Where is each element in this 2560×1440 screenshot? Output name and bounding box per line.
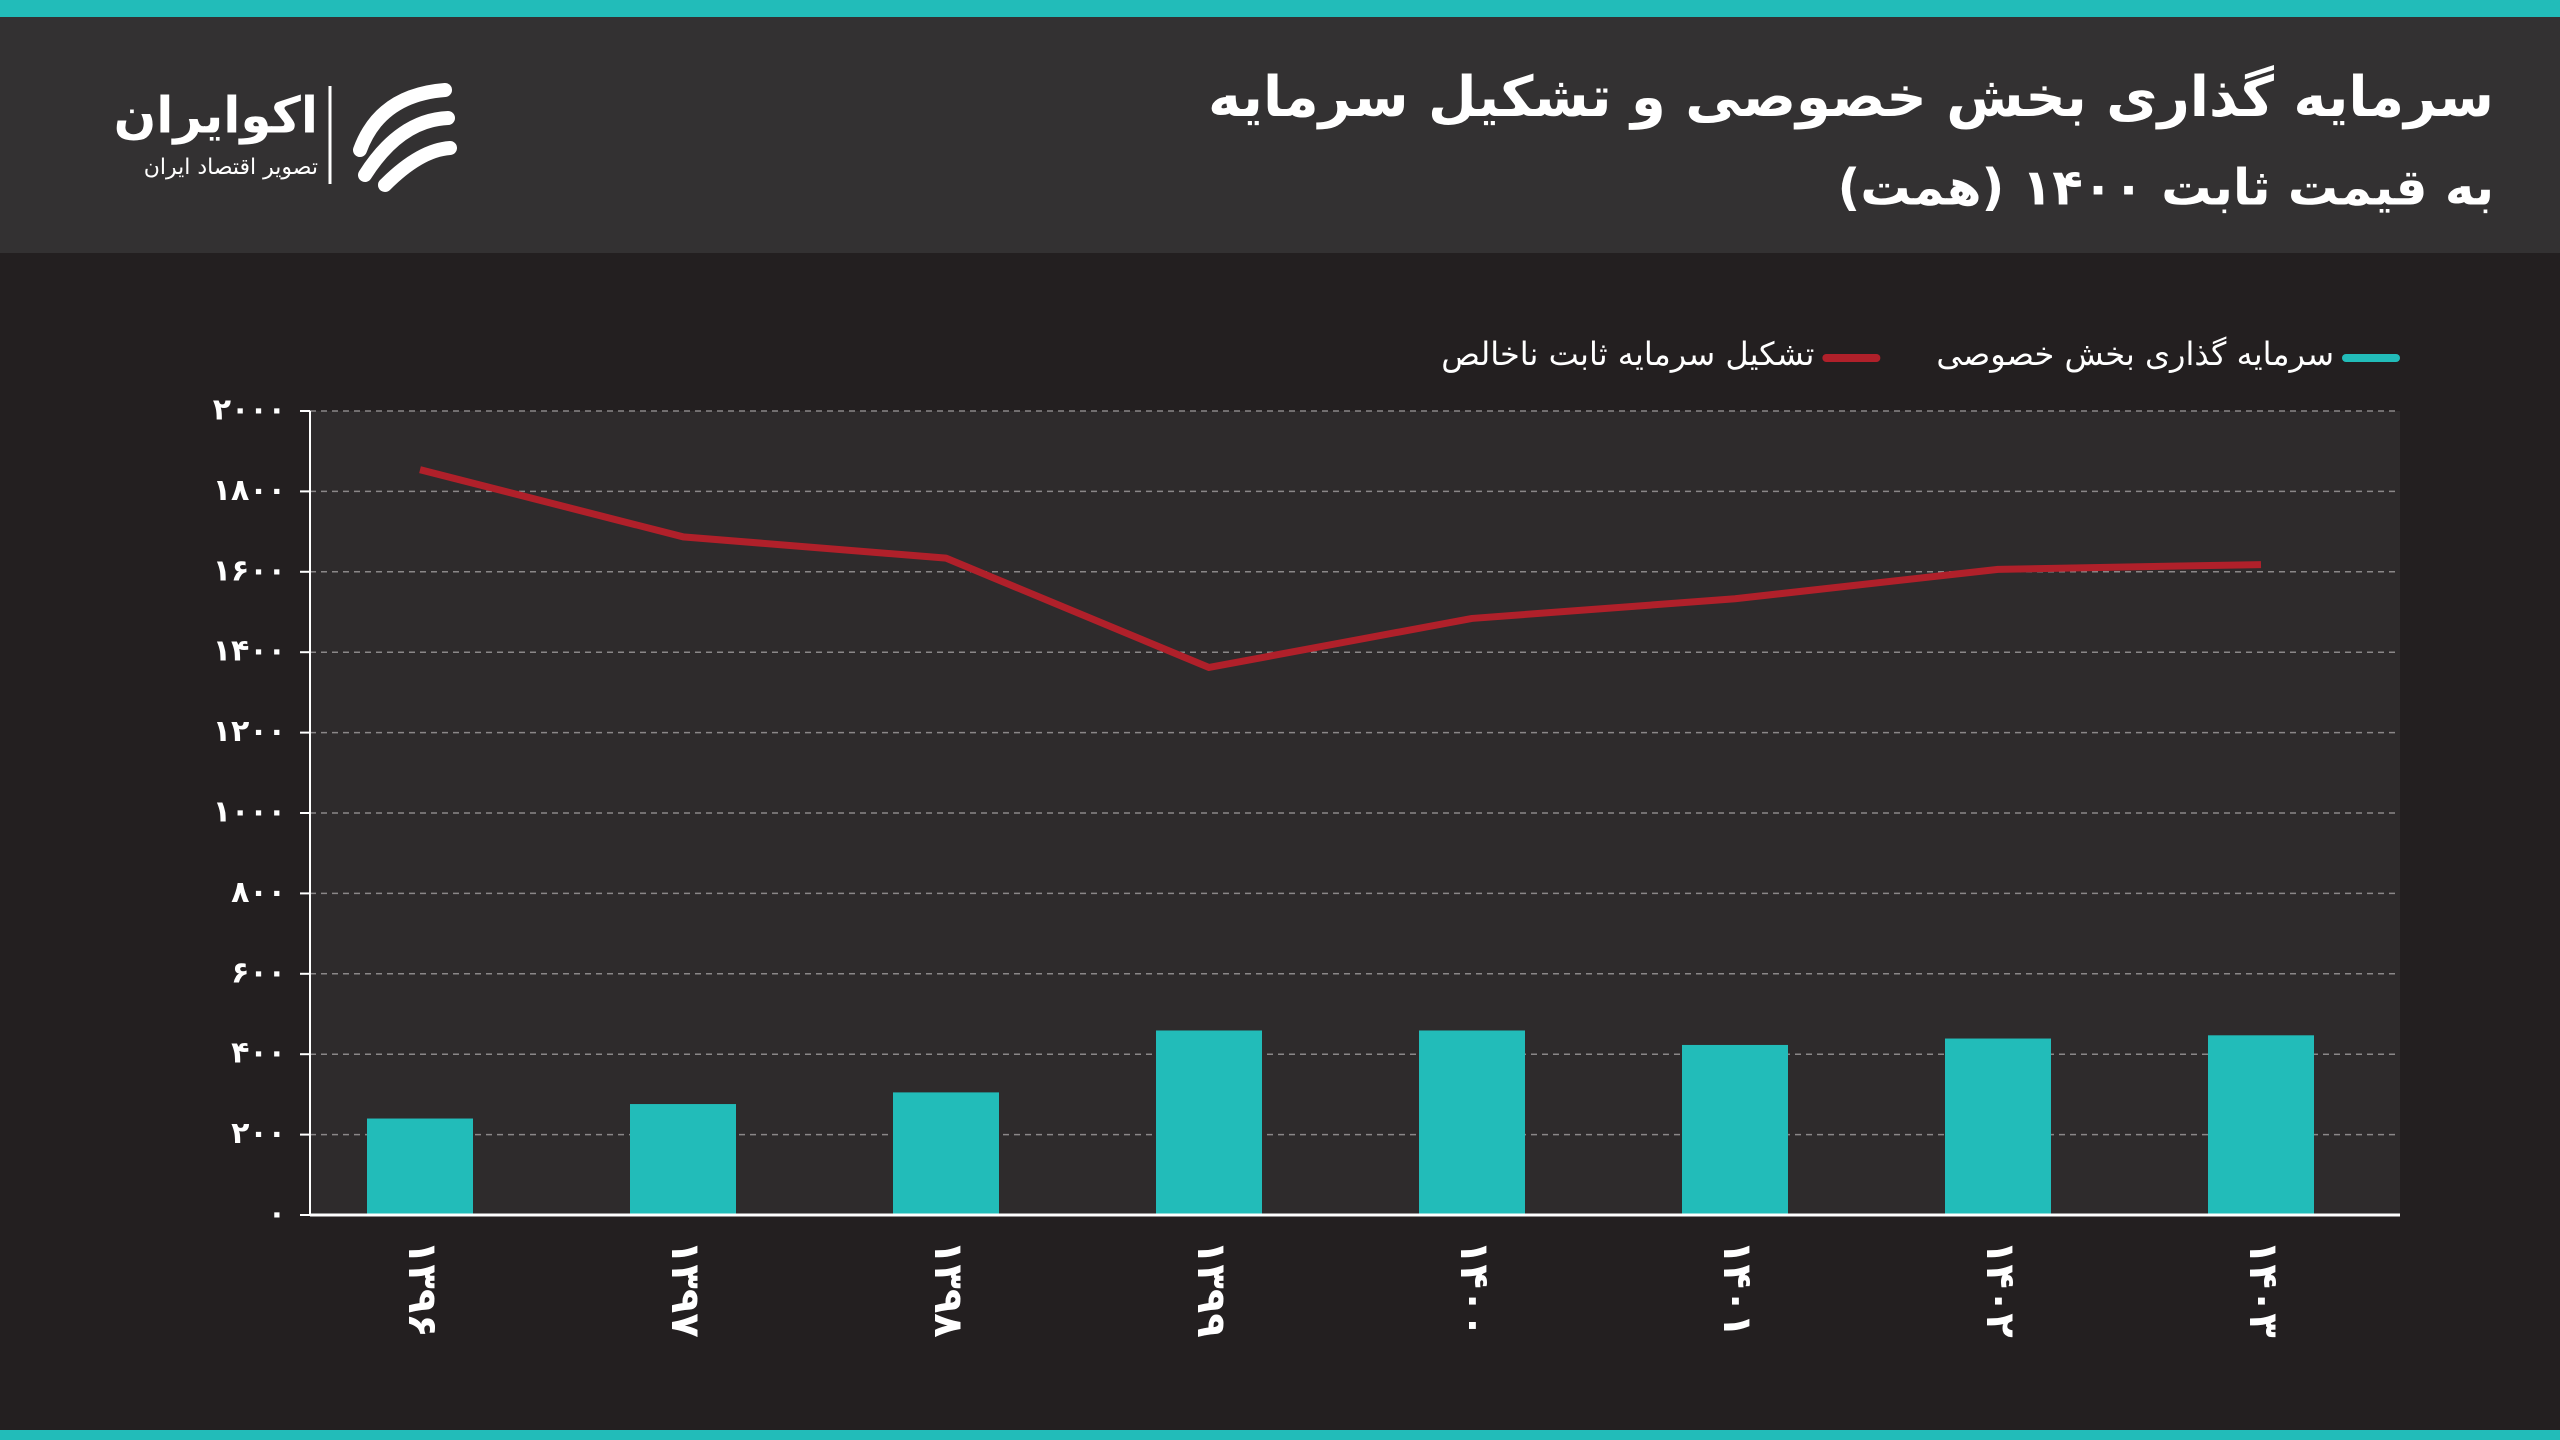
logo-tagline: تصویر اقتصاد ایران: [144, 155, 318, 180]
line: [419, 466, 2262, 671]
y-tick-label: ۱۸۰۰: [213, 473, 286, 508]
logo-name: اکوایران: [114, 87, 318, 146]
x-tick-label: ۱۳۹۸: [925, 1240, 971, 1338]
bar: [1945, 1038, 2051, 1215]
top-band: [0, 0, 2560, 17]
chart-subtitle: به قیمت ثابت ۱۴۰۰ (همت): [1838, 159, 2494, 217]
legend-label: سرمایه گذاری بخش خصوصی: [1936, 335, 2334, 373]
y-tick-label: ۲۰۰: [231, 1116, 286, 1151]
bar: [630, 1104, 736, 1215]
bar: [1156, 1030, 1262, 1215]
x-tick-label: ۱۳۹۹: [1188, 1240, 1234, 1338]
bar: [1682, 1044, 1788, 1215]
header: [0, 17, 2560, 253]
y-tick-label: ۲۰۰۰: [213, 393, 286, 428]
x-tick-label: ۱۳۹۶: [399, 1240, 445, 1338]
bar: [893, 1092, 999, 1215]
x-tick-label: ۱۴۰۲: [1977, 1240, 2023, 1338]
x-tick-label: ۱۴۰۳: [2240, 1240, 2286, 1338]
y-tick-label: ۴۰۰: [231, 1036, 286, 1071]
y-tick-label: ۱۲۰۰: [213, 714, 286, 749]
y-tick-label: ۱۴۰۰: [213, 634, 286, 669]
logo-stroke: [378, 141, 457, 192]
bottom-band: [0, 1430, 2560, 1440]
y-tick-label: ۱۰۰۰: [213, 795, 286, 830]
bar: [2208, 1035, 2314, 1215]
logo-stroke: [353, 83, 452, 157]
legend-label: تشکیل سرمایه ثابت ناخالص: [1441, 335, 1814, 373]
y-tick-label: ۱۶۰۰: [213, 553, 286, 588]
chart-title: سرمایه گذاری بخش خصوصی و تشکیل سرمایه: [1208, 65, 2494, 130]
x-tick-label: ۱۴۰۰: [1451, 1240, 1497, 1338]
bar: [1419, 1030, 1525, 1215]
x-tick-label: ۱۳۹۷: [662, 1240, 708, 1338]
y-tick-label: ۸۰۰: [231, 875, 286, 910]
x-tick-label: ۱۴۰۱: [1714, 1240, 1760, 1338]
bar: [367, 1118, 473, 1215]
y-tick-label: ۶۰۰: [231, 955, 286, 990]
logo-icon: [353, 83, 457, 192]
y-tick-label: ۰: [268, 1197, 286, 1232]
logo-stroke: [358, 111, 455, 182]
